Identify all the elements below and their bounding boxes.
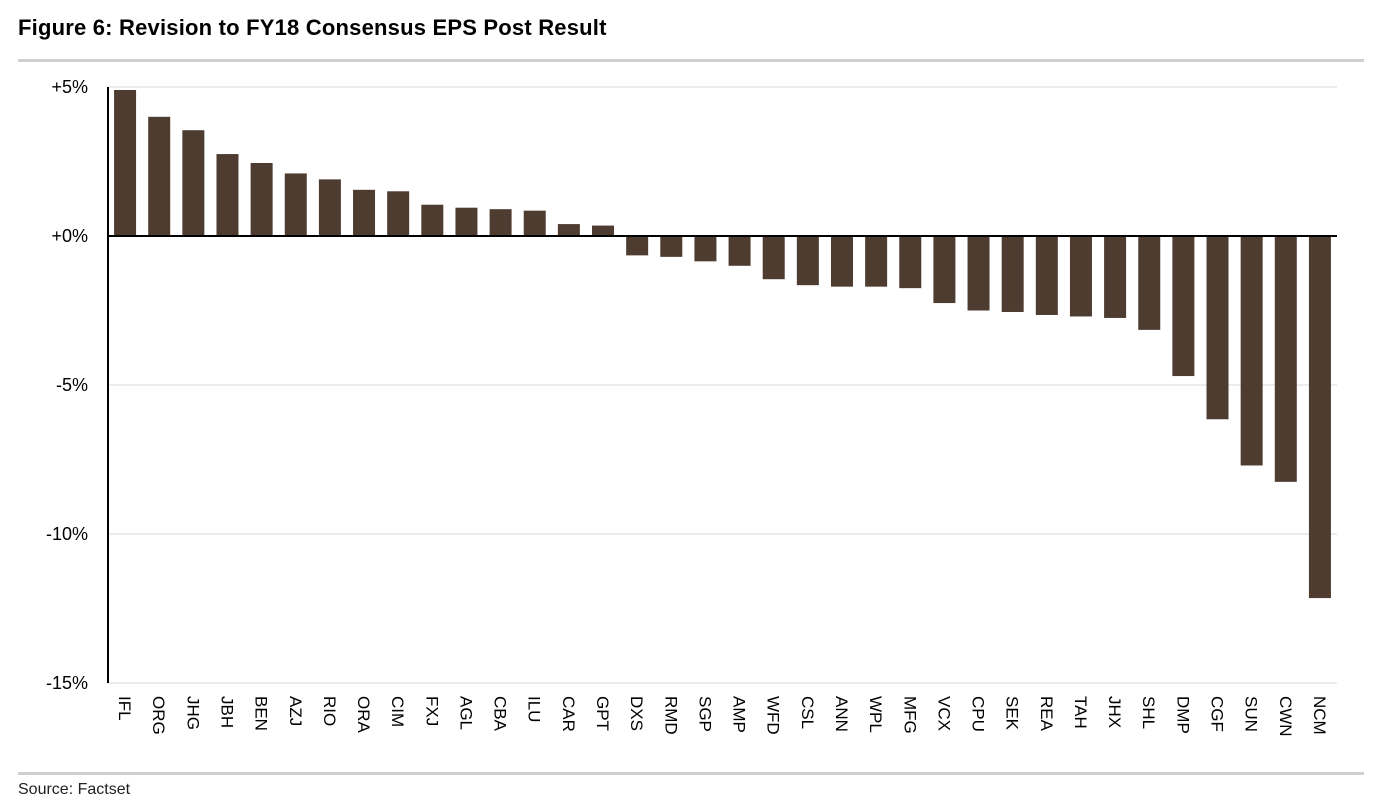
bars [114,89,1331,599]
x-tick-label: VCX [934,696,953,731]
x-tick-label: RIO [320,696,339,726]
bar-cpu [967,236,990,311]
bar-org [148,116,171,236]
x-tick-label: ORA [354,696,373,734]
bottom-divider [18,772,1364,775]
axes [107,87,1337,683]
x-tick-label: CPU [969,696,988,732]
bar-cba [489,209,512,236]
x-tick-label: WPL [866,696,885,733]
x-tick-label: IFL [115,696,134,721]
y-tick-label: -5% [56,375,88,395]
bar-car [557,224,580,236]
x-tick-label: JBH [217,696,236,728]
bar-shl [1138,236,1161,330]
x-tick-label: WFD [764,696,783,735]
y-tick-label: -10% [46,524,88,544]
y-tick-label: -15% [46,673,88,693]
x-tick-label: CBA [491,696,510,732]
x-tick-label: RMD [661,696,680,735]
bar-jhx [1104,236,1127,318]
x-tick-label: FXJ [422,696,441,726]
x-tick-label: CWN [1276,696,1295,737]
x-tick-label: SGP [695,696,714,732]
x-tick-label: ORG [149,696,168,735]
y-tick-label: +0% [51,226,88,246]
x-tick-label: ILU [525,696,544,722]
gridlines [108,86,1337,684]
labels: +5% +0% -5% -10% -15% IFL ORG JHG JBH BEN AZJ RIO OR… [46,77,1329,737]
x-tick-label: JHG [183,696,202,730]
x-tick-label: AMP [730,696,749,733]
bar-ora [353,189,376,236]
bar-vcx [933,236,956,304]
x-tick-label: SEK [1003,696,1022,731]
source-note: Source: Factset [18,781,131,798]
bar-wpl [865,236,888,287]
top-divider [18,59,1364,62]
x-tick-label: MFG [900,696,919,734]
bar-ben [250,162,273,236]
y-tick-label: +5% [51,77,88,97]
x-tick-label: NCM [1310,696,1329,735]
bar-rmd [660,236,683,257]
bar-fxj [421,204,444,236]
bar-rio [318,179,341,236]
bar-jhg [182,130,205,236]
x-tick-label: ANN [832,696,851,732]
bar-ilu [523,210,546,236]
x-tick-label: JHX [1105,696,1124,728]
bar-amp [728,236,751,266]
bar-dxs [626,236,649,256]
x-tick-label: REA [1037,696,1056,732]
bar-cwn [1274,236,1297,482]
bar-ncm [1308,236,1331,599]
figure-title: Figure 6: Revision to FY18 Consensus EPS… [18,15,607,40]
bar-sgp [694,236,717,262]
bar-rea [1035,236,1058,315]
bar-csl [796,236,819,286]
bar-mfg [899,236,922,289]
x-tick-label: SHL [1139,696,1158,729]
bar-gpt [592,225,615,236]
x-tick-label: TAH [1071,696,1090,729]
bar-agl [455,207,478,236]
x-tick-label: GPT [593,696,612,731]
x-tick-label: BEN [252,696,271,731]
x-tick-label: CGF [1208,696,1227,732]
x-tick-label: CIM [388,696,407,727]
x-tick-label: AGL [456,696,475,730]
x-tick-label: CSL [798,696,817,729]
bar-azj [284,173,307,236]
bar-ann [830,236,853,287]
bar-cim [387,191,410,236]
x-tick-label: SUN [1242,696,1261,732]
bar-tah [1069,236,1092,317]
x-tick-label: DXS [627,696,646,731]
x-tick-label: DMP [1173,696,1192,734]
bar-jbh [216,154,239,236]
bar-wfd [762,236,785,280]
bar-sek [1001,236,1024,312]
bar-sun [1240,236,1263,466]
bar-ifl [114,89,137,236]
x-tick-label: CAR [559,696,578,732]
x-tick-label: AZJ [286,696,305,726]
bar-cgf [1206,236,1229,420]
bar-dmp [1172,236,1195,377]
